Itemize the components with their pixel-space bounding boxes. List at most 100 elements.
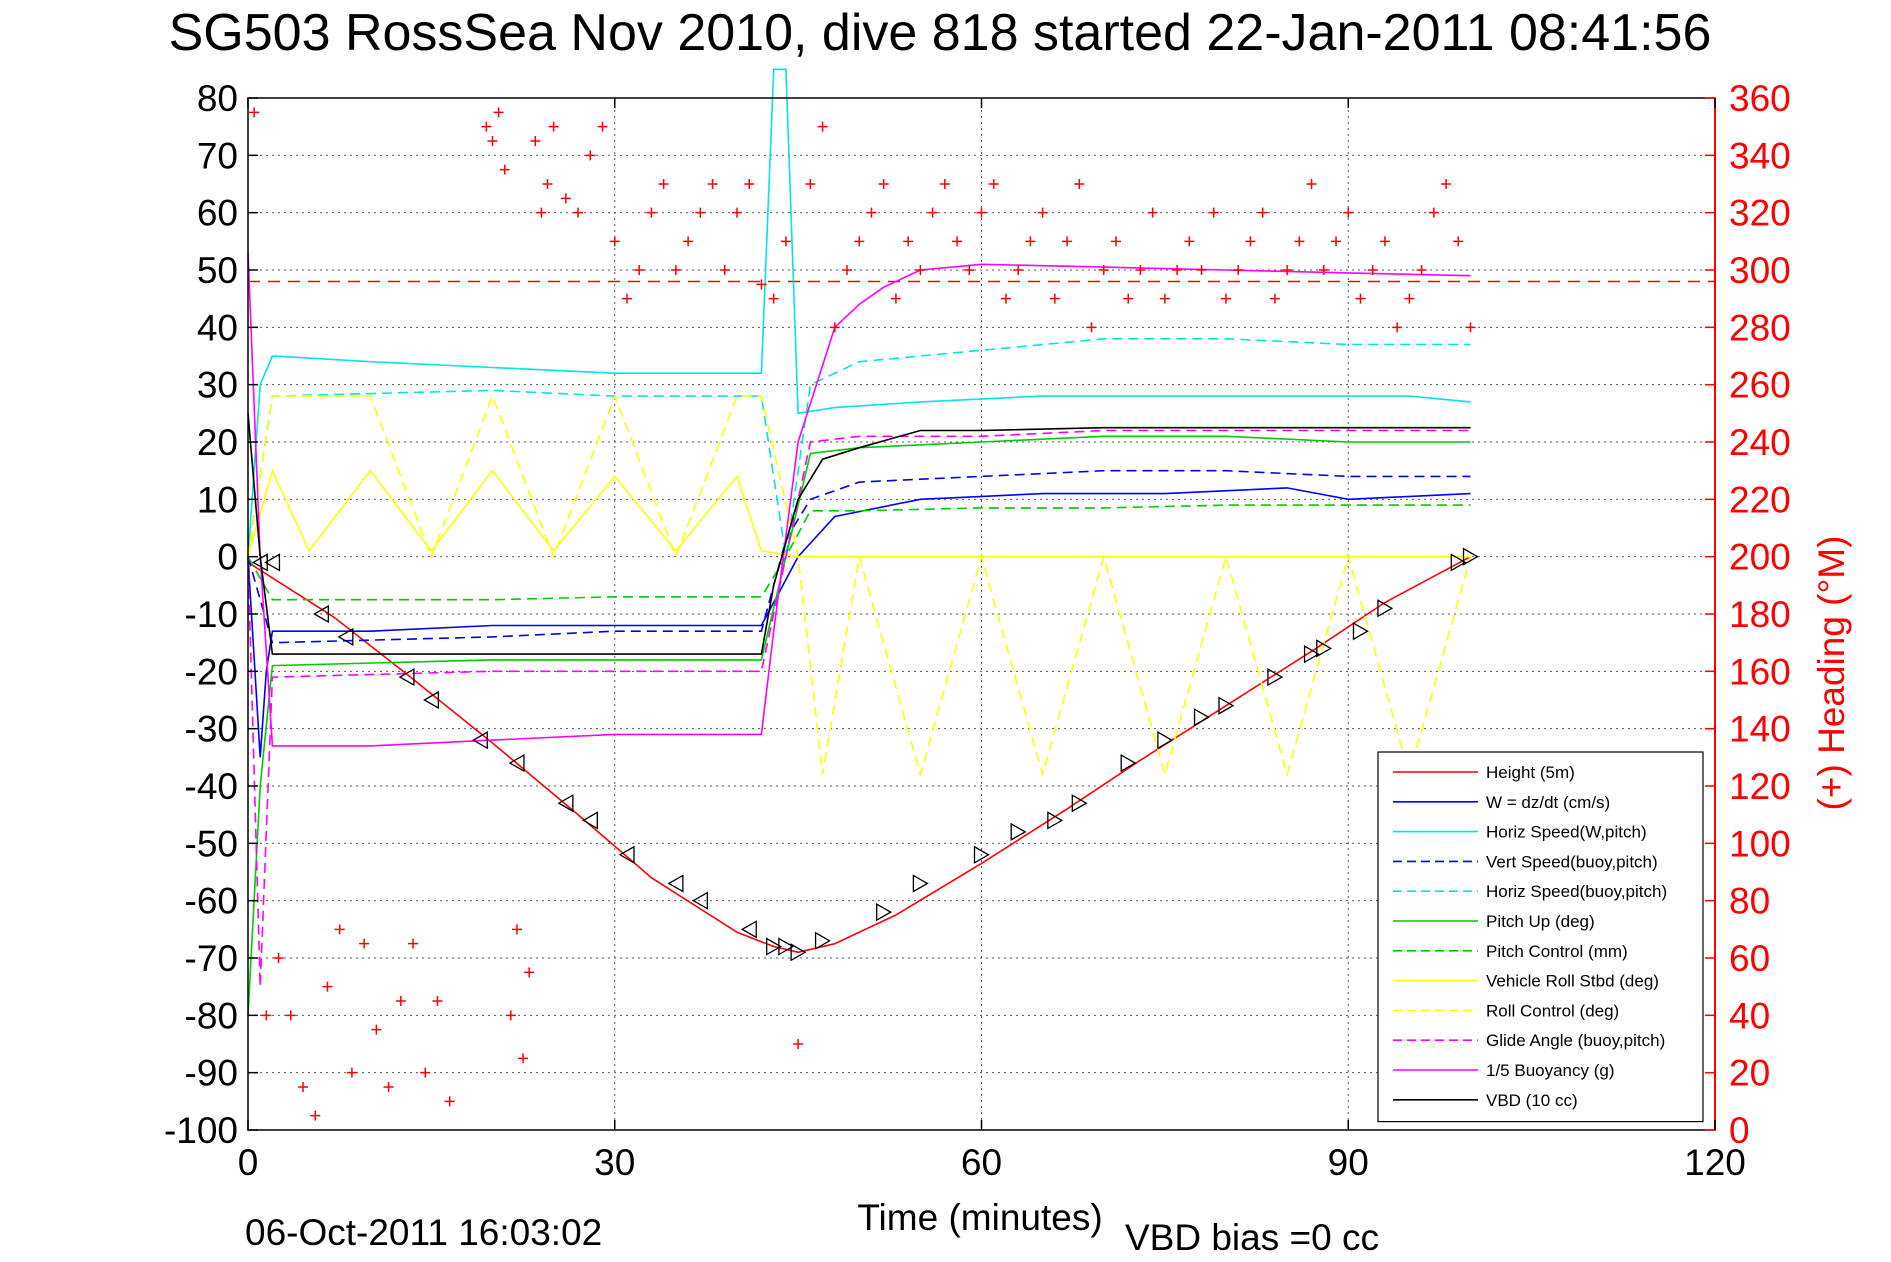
heading-point [890, 293, 901, 304]
dive-marker-down [251, 553, 268, 572]
legend-item-label: 1/5 Buoyancy (g) [1486, 1061, 1615, 1080]
heading-point [1037, 207, 1048, 218]
x-axis-label: Time (minutes) [857, 1197, 1102, 1238]
dive-marker-up [1462, 547, 1479, 566]
dive-marker-down [581, 811, 598, 830]
dive-marker-up [1047, 811, 1064, 830]
heading-point [505, 1010, 516, 1021]
heading-point [444, 1096, 455, 1107]
series-line-1 [247, 487, 1471, 758]
heading-point [780, 236, 791, 247]
heading-point [1123, 293, 1134, 304]
series-line-0 [247, 555, 1471, 954]
heading-point [487, 136, 498, 146]
heading-point [1196, 265, 1207, 275]
y2-tick-label: 200 [1729, 537, 1791, 578]
dive-marker-up [1193, 708, 1210, 727]
dive-marker-down [508, 753, 525, 773]
y-tick-label: -10 [185, 594, 238, 635]
chart-title: SG503 RossSea Nov 2010, dive 818 started… [169, 4, 1712, 62]
heading-points [249, 107, 1476, 1121]
y2-ticks: 3603403203002802602402202001801601401201… [1705, 78, 1791, 1151]
heading-point [408, 938, 419, 949]
heading-point [1000, 293, 1011, 304]
heading-point [322, 981, 333, 992]
series-group [247, 68, 1472, 1016]
y-tick-label: 60 [197, 193, 238, 234]
heading-point [511, 924, 522, 935]
heading-point [719, 265, 730, 275]
heading-point [927, 207, 938, 218]
y-tick-label: -20 [185, 651, 238, 692]
heading-point [1221, 293, 1231, 304]
dive-marker-up [973, 845, 990, 864]
heading-point [842, 265, 853, 275]
dive-marker-up [1120, 753, 1137, 773]
heading-point [805, 179, 816, 189]
heading-point [1343, 207, 1354, 218]
heading-point [1318, 265, 1329, 275]
legend-item-label: Height (5m) [1486, 763, 1575, 782]
y-tick-label: -100 [164, 1110, 238, 1151]
heading-point [695, 207, 706, 218]
heading-point [866, 207, 877, 218]
heading-point [432, 996, 443, 1006]
heading-point [420, 1067, 431, 1078]
legend: Height (5m) W = dz/dt (cm/s) Horiz Speed(W… [1377, 751, 1704, 1123]
y-tick-label: -60 [185, 881, 238, 922]
dive-marker-up [1071, 794, 1088, 813]
heading-point [1282, 265, 1293, 275]
heading-point [1453, 236, 1464, 247]
heading-point [1465, 322, 1476, 333]
y-tick-label: 10 [197, 479, 238, 520]
series-line-9 [247, 429, 1471, 987]
heading-point [1208, 207, 1219, 218]
dive-marker-down [667, 874, 684, 893]
heading-point [548, 121, 559, 132]
heading-point [1257, 207, 1268, 218]
heading-point [395, 996, 406, 1006]
dive-marker-down [313, 604, 330, 624]
y2-tick-label: 220 [1729, 479, 1791, 520]
series-line-3 [247, 469, 1471, 644]
heading-point [988, 179, 999, 189]
y2-tick-label: 0 [1729, 1110, 1750, 1151]
heading-point [646, 207, 657, 218]
dive-marker-up [1267, 667, 1284, 687]
x-tick-label: 0 [238, 1142, 259, 1183]
heading-point [707, 179, 718, 189]
heading-point [621, 293, 632, 304]
heading-point [878, 179, 889, 189]
legend-item-label: Roll Control (deg) [1486, 1001, 1619, 1020]
legend-item-label: VBD (10 cc) [1486, 1091, 1578, 1110]
dive-marker-up [876, 903, 893, 922]
heading-point [1331, 236, 1342, 247]
y2-tick-label: 100 [1729, 823, 1791, 864]
heading-point [285, 1010, 296, 1021]
heading-point [829, 322, 840, 333]
heading-point [1184, 236, 1195, 247]
y-tick-label: 80 [197, 78, 238, 119]
y-tick-label: -30 [185, 709, 238, 750]
heading-point [346, 1067, 357, 1078]
dive-marker-up [1377, 599, 1394, 618]
dive-marker-down [337, 627, 354, 647]
heading-point [976, 207, 987, 218]
heading-point [634, 265, 645, 275]
dive-marker-up [1316, 639, 1333, 658]
y2-tick-label: 260 [1729, 365, 1791, 406]
legend-item-label: Vert Speed(buoy,pitch) [1486, 852, 1658, 871]
x-tick-label: 90 [1328, 1142, 1369, 1183]
heading-point [530, 136, 541, 146]
heading-point [499, 164, 510, 175]
y2-tick-label: 80 [1729, 881, 1770, 922]
dive-marker-up [814, 931, 831, 950]
heading-point [609, 236, 620, 247]
y2-axis-label: (+) Heading (°M) [1811, 536, 1852, 811]
heading-point [1013, 265, 1024, 275]
heading-point [952, 236, 963, 247]
series-line-8 [247, 393, 1472, 778]
heading-point [1428, 207, 1439, 218]
heading-point [1306, 179, 1317, 189]
x-tick-label: 120 [1684, 1142, 1746, 1183]
